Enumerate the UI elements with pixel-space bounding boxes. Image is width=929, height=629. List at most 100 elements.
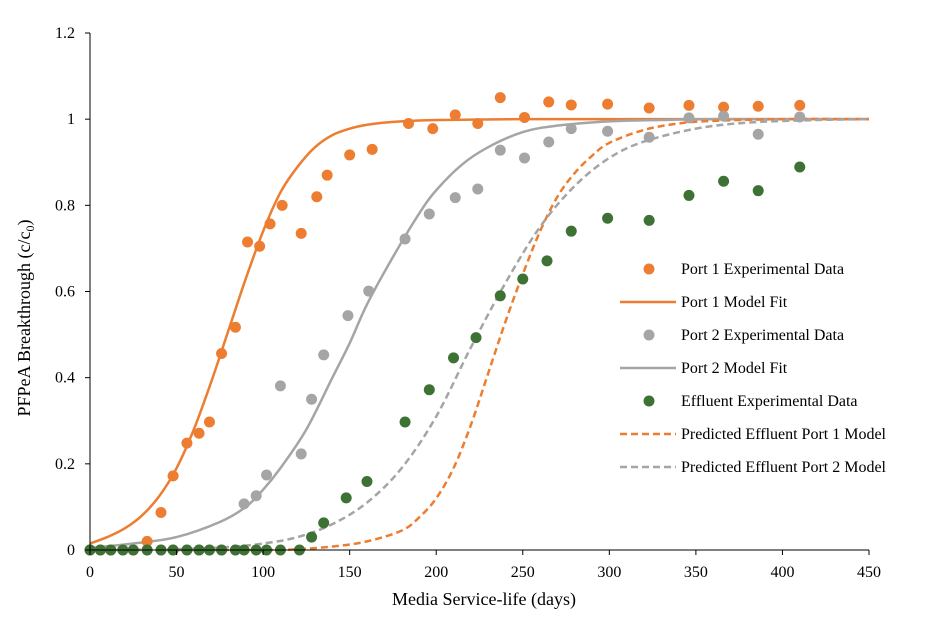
data-point [683,99,695,111]
data-point [363,285,375,297]
data-point [318,517,330,529]
data-point [565,99,577,111]
data-point [423,384,435,396]
legend-label: Port 1 Model Fit [681,294,788,311]
data-point [494,144,506,156]
data-point [250,490,262,502]
data-point [683,189,695,201]
y-tick-label: 0.6 [55,284,75,301]
data-point [311,191,323,203]
data-point [643,131,655,143]
data-point [472,117,484,129]
legend-label: Port 2 Model Fit [681,360,788,377]
data-point [472,183,484,195]
x-tick-label: 100 [251,564,275,581]
data-point [167,470,179,482]
data-point [274,380,286,392]
x-tick-label: 200 [424,564,448,581]
data-point [238,498,250,510]
x-tick-label: 300 [597,564,621,581]
x-tick-label: 0 [86,564,94,581]
data-point [602,212,614,224]
x-tick-labels: 0 50 100 150 200 250 300 350 400 450 [86,564,881,581]
data-point [427,123,439,135]
data-point [470,332,482,344]
data-point [155,507,167,519]
legend-marker [643,263,655,275]
data-point [519,152,531,164]
data-point [543,96,555,108]
x-axis-title: Media Service-life (days) [392,589,576,610]
y-axis-title-end: ) [14,220,35,226]
data-point [361,475,373,487]
y-axis-title-main: PFPeA Breakthrough (c/c [14,232,35,417]
data-point [519,111,531,123]
data-point [306,393,318,405]
data-point [565,225,577,237]
data-point [342,310,354,322]
data-point [643,214,655,226]
data-point [366,143,378,155]
y-tick-label: 0.2 [55,456,75,473]
data-point [141,535,153,547]
data-point [295,227,307,239]
data-point [242,236,254,248]
legend-marker [643,395,655,407]
x-tick-label: 50 [169,564,185,581]
data-point [340,492,352,504]
legend-item-port-1-experimental-data: Port 1 Experimental Data [643,261,844,278]
data-point [399,233,411,245]
data-point [565,123,577,135]
data-point [306,531,318,543]
legend-item-predicted-effluent-port-1-model: Predicted Effluent Port 1 Model [620,426,887,443]
legend-item-effluent-experimental-data: Effluent Experimental Data [643,393,858,410]
data-point [448,352,460,364]
data-point [254,240,266,252]
data-point [543,136,555,148]
y-tick-label: 0 [67,542,75,559]
x-tick-label: 400 [770,564,794,581]
series-effluent-experimental-data [84,161,806,556]
data-point [295,448,307,460]
data-point [541,255,553,267]
y-tick-label: 0.4 [55,370,75,387]
x-tick-label: 250 [511,564,535,581]
legend-label: Predicted Effluent Port 2 Model [681,459,887,476]
data-point [203,416,215,428]
data-point [399,416,411,428]
legend-item-port-2-model-fit: Port 2 Model Fit [620,360,788,377]
data-point [794,111,806,123]
y-tick-labels: 0 0.2 0.4 0.6 0.8 1 1.2 [55,25,75,559]
y-tick-label: 0.8 [55,197,75,214]
y-tick-label: 1.2 [55,25,75,42]
data-point [718,175,730,187]
data-point [193,427,205,439]
series-layer [84,92,870,556]
y-axis-title-subscript: 0 [23,226,37,232]
legend-label: Effluent Experimental Data [681,393,858,410]
legend-label: Predicted Effluent Port 1 Model [681,426,887,443]
data-point [718,110,730,122]
data-point [517,273,529,285]
legend-item-port-1-model-fit: Port 1 Model Fit [620,294,788,311]
data-point [602,125,614,137]
data-point [683,112,695,124]
series-line-port-1-model-fit [89,117,869,545]
data-point [643,102,655,114]
data-point [344,149,356,161]
legend-item-port-2-experimental-data: Port 2 Experimental Data [643,327,844,344]
data-point [261,469,273,481]
data-point [602,98,614,110]
data-point [318,349,330,361]
axes [85,32,870,555]
legend-marker [643,329,655,341]
data-point [449,109,461,121]
data-point [276,199,288,211]
data-point [494,290,506,302]
data-point [423,208,435,220]
legend: Port 1 Experimental Data Port 1 Model Fit… [620,261,887,476]
data-point [752,128,764,140]
x-tick-label: 350 [684,564,708,581]
series-line-predicted-effluent-port-2-model [89,117,870,552]
